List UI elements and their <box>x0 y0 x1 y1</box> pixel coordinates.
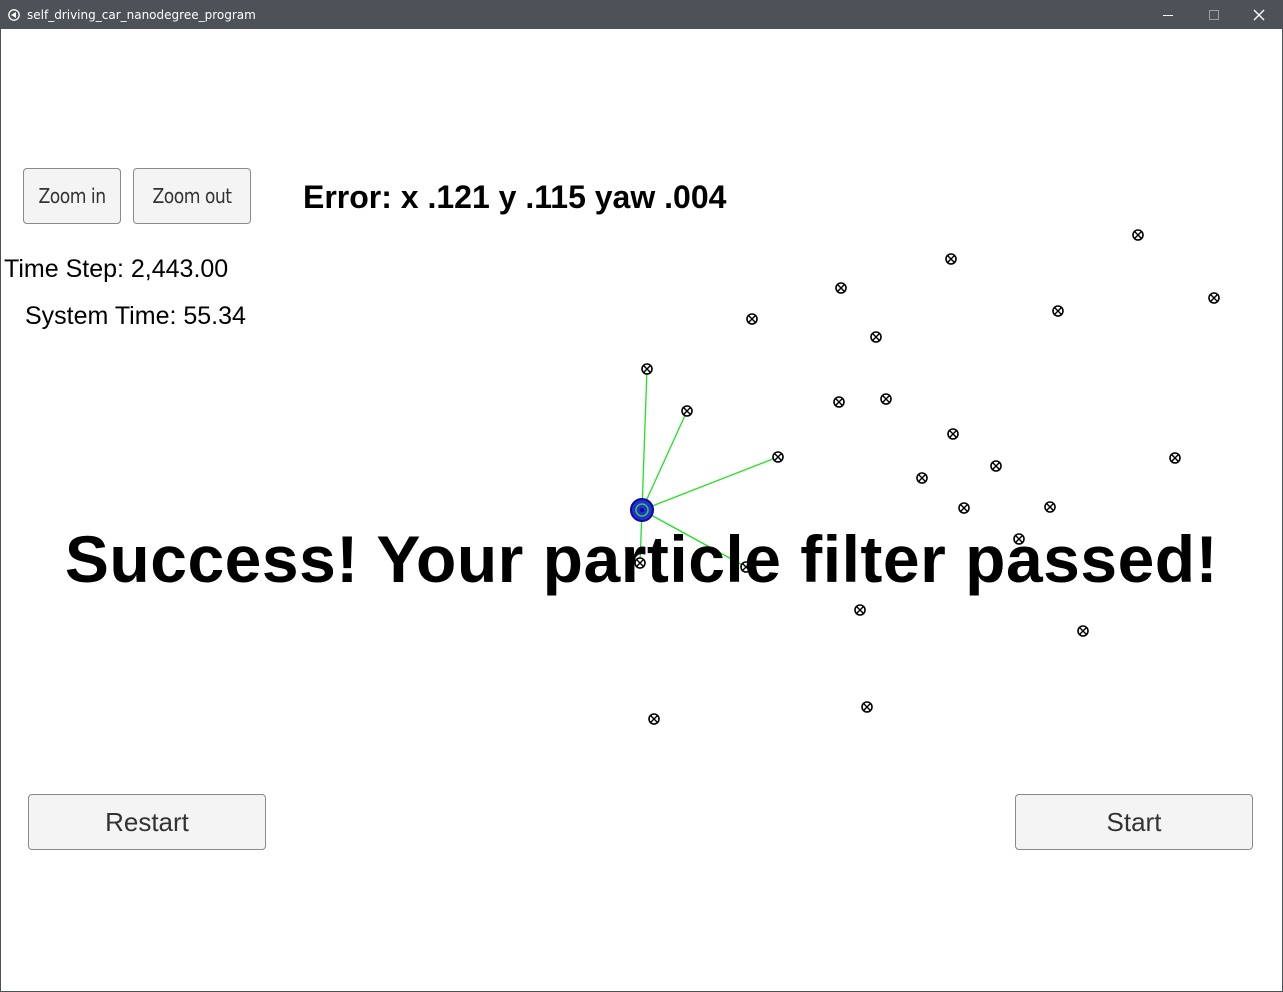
landmark-marker <box>990 460 1002 472</box>
maximize-button[interactable] <box>1191 1 1237 29</box>
start-button[interactable]: Start <box>1015 794 1253 850</box>
landmark-marker <box>1208 292 1220 304</box>
landmark-marker <box>1044 501 1056 513</box>
start-label: Start <box>1106 806 1162 837</box>
landmark-marker <box>880 393 892 405</box>
simulator-viewport[interactable]: Zoom in Zoom out Error: x .121 y .115 ya… <box>1 29 1282 991</box>
vehicle-marker <box>630 498 654 522</box>
maximize-icon <box>1209 10 1219 20</box>
error-readout: Error: x .121 y .115 yaw .004 <box>303 179 727 215</box>
close-button[interactable] <box>1236 1 1282 29</box>
success-message: Success! Your particle filter passed! <box>64 522 1219 596</box>
landmark-marker <box>945 253 957 265</box>
landmark-marker <box>835 282 847 294</box>
landmark-marker <box>916 472 928 484</box>
landmark-marker <box>958 502 970 514</box>
landmark-marker <box>1077 625 1089 637</box>
restart-label: Restart <box>105 806 189 837</box>
simulation-canvas <box>630 229 1220 725</box>
landmark-marker <box>833 396 845 408</box>
landmark-marker <box>854 604 866 616</box>
landmark-marker <box>1052 305 1064 317</box>
landmark-marker <box>861 701 873 713</box>
landmarks <box>634 229 1220 725</box>
time-step-readout: Time Step: 2,443.00 <box>4 255 229 283</box>
landmark-marker <box>870 331 882 343</box>
zoom-in-button[interactable]: Zoom in <box>23 168 121 224</box>
landmark-marker <box>648 713 660 725</box>
landmark-marker <box>947 428 959 440</box>
unity-icon <box>8 9 20 21</box>
zoom-in-label: Zoom in <box>38 184 106 208</box>
minimize-button[interactable] <box>1145 1 1191 29</box>
restart-button[interactable]: Restart <box>28 794 266 850</box>
system-time-readout: System Time: 55.34 <box>25 302 246 330</box>
window-title: self_driving_car_nanodegree_program <box>27 8 256 22</box>
landmark-marker <box>681 405 693 417</box>
landmark-marker <box>772 451 784 463</box>
landmark-marker <box>1132 229 1144 241</box>
observation-lines <box>639 368 779 568</box>
landmark-marker <box>641 363 653 375</box>
zoom-out-button[interactable]: Zoom out <box>133 168 251 224</box>
close-icon <box>1253 9 1265 21</box>
zoom-out-label: Zoom out <box>152 184 232 208</box>
landmark-marker <box>1169 452 1181 464</box>
minimize-icon <box>1163 15 1173 16</box>
landmark-marker <box>746 313 758 325</box>
title-bar[interactable]: self_driving_car_nanodegree_program <box>1 1 1282 29</box>
